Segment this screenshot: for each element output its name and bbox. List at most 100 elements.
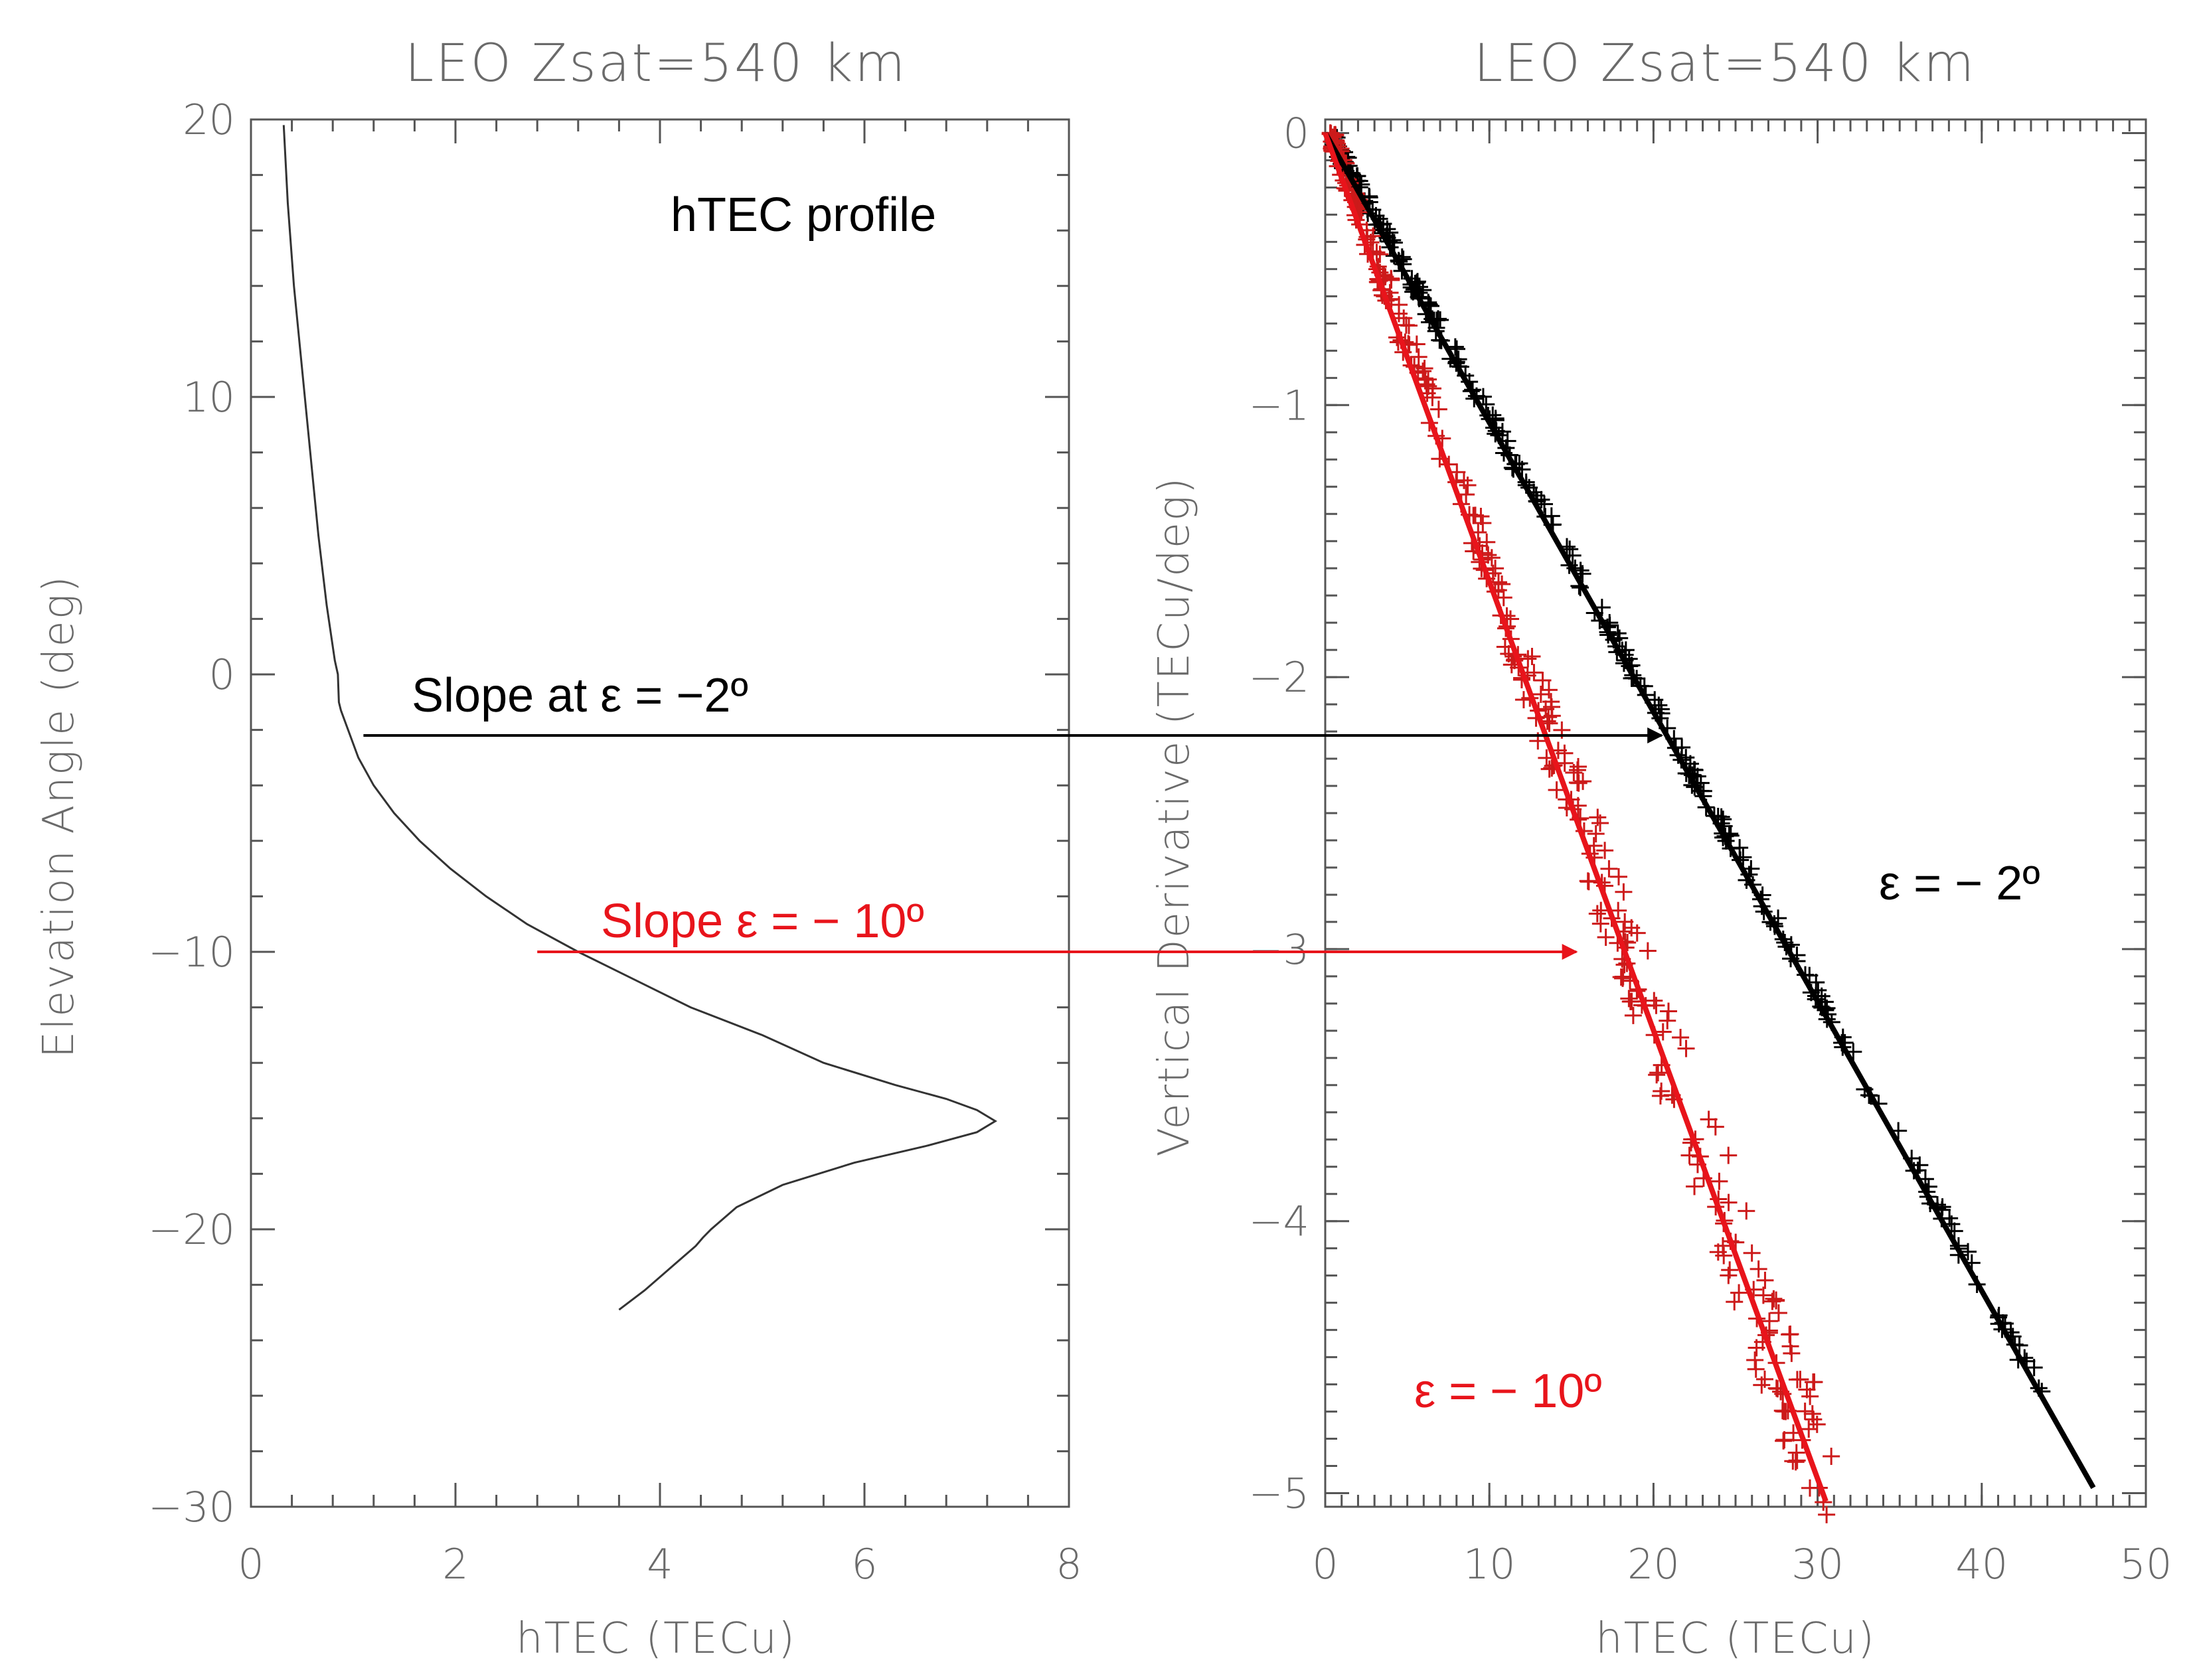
fit-line-minus10	[1323, 132, 1829, 1503]
left-panel-elevation-vs-htec: LEO Zsat=540 km 0 2 4 6 8 20 10 0 −10 −20 −30 hTE…	[35, 34, 1082, 1663]
scatter-point-minus10	[1597, 928, 1615, 946]
x-tick-label: 10	[1463, 1540, 1516, 1588]
scatter-point-minus10	[1686, 1178, 1704, 1195]
scatter-point-minus10	[1720, 1193, 1738, 1211]
scatter-point-minus10	[1455, 471, 1473, 489]
scatter-point-minus10	[1600, 860, 1618, 878]
scatter-point-minus10	[1700, 1110, 1718, 1128]
x-tick-label: 20	[1627, 1540, 1680, 1588]
scatter-point-minus10	[1424, 380, 1442, 398]
scatter-point-minus2	[1431, 311, 1449, 329]
scatter-point-minus10	[1767, 1291, 1785, 1309]
right-y-axis-label: Vertical Derivative (TECu/deg)	[1150, 477, 1199, 1157]
scatter-point-minus10	[1726, 1293, 1744, 1311]
scatter-point-minus10	[1645, 992, 1663, 1010]
scatter-point-minus2	[1542, 507, 1560, 525]
y-tick-label: −4	[1249, 1197, 1309, 1246]
epsilon-minus2-label: ε = − 2º	[1879, 857, 2040, 910]
scatter-point-minus10	[1749, 1260, 1767, 1278]
scatter-point-minus10	[1775, 1403, 1793, 1420]
scatter-point-minus10	[1680, 1146, 1698, 1164]
scatter-point-minus10	[1800, 1420, 1818, 1438]
scatter-point-minus10	[1587, 825, 1605, 843]
scatter-point-minus10	[1620, 990, 1638, 1008]
scatter-point-minus10	[1614, 968, 1632, 986]
scatter-point-minus10	[1624, 1006, 1642, 1024]
right-panel-title: LEO Zsat=540 km	[1474, 34, 1977, 94]
scatter-point-minus10	[1648, 1066, 1666, 1084]
left-x-tick-labels: 0 2 4 6 8	[238, 1540, 1082, 1588]
scatter-point-minus10	[1542, 693, 1560, 711]
y-tick-label: 10	[183, 373, 235, 421]
left-plot-frame	[250, 118, 1070, 1508]
scatter-point-minus10	[1754, 1286, 1772, 1304]
scatter-point-minus10	[1672, 1028, 1690, 1046]
scatter-point-minus10	[1525, 664, 1543, 682]
scatter-point-minus10	[1755, 1370, 1773, 1388]
scatter-point-minus10	[1659, 1012, 1676, 1030]
scatter-point-minus10	[1730, 1284, 1748, 1302]
right-tick-marks	[1324, 119, 2147, 1507]
x-tick-label: 4	[647, 1540, 673, 1588]
scatter-point-minus10	[1747, 1360, 1765, 1378]
scatter-point-minus10	[1478, 533, 1496, 551]
scatter-point-minus10	[1765, 1290, 1783, 1308]
epsilon-minus10-label: ε = − 10º	[1414, 1365, 1602, 1418]
right-plot-frame	[1324, 118, 2147, 1508]
scatter-point-minus10	[1738, 1202, 1755, 1220]
scatter-point-minus10	[1556, 754, 1574, 772]
scatter-point-minus10	[1570, 757, 1587, 775]
right-x-tick-labels: 0 10 20 30 40 50	[1312, 1540, 2172, 1588]
y-tick-label: 20	[183, 96, 235, 144]
scatter-point-minus10	[1803, 1405, 1821, 1422]
right-x-axis-label: hTEC (TECu)	[1595, 1614, 1876, 1663]
x-tick-label: 0	[238, 1540, 264, 1588]
y-tick-label: −30	[148, 1483, 235, 1531]
scatter-point-minus10	[1710, 1172, 1728, 1190]
scatter-point-minus10	[1781, 1326, 1799, 1343]
scatter-point-minus10	[1801, 1387, 1819, 1405]
scatter-point-minus10	[1408, 335, 1425, 353]
scatter-point-minus10	[1720, 1146, 1738, 1164]
scatter-point-minus10	[1532, 685, 1550, 703]
scatter-point-minus10	[1579, 872, 1597, 890]
left-tick-marks	[250, 118, 1070, 1508]
scatter-point-minus10	[1414, 362, 1432, 380]
scatter-point-minus10	[1548, 781, 1566, 799]
y-tick-label: 0	[1283, 109, 1309, 157]
scatter-point-minus10	[1798, 1381, 1816, 1399]
scatter-point-minus10	[1623, 992, 1641, 1010]
scatter-point-minus10	[1823, 1448, 1840, 1466]
scatter-point-minus10	[1706, 1118, 1724, 1136]
scatter-point-minus10	[1410, 348, 1427, 366]
right-panel-derivative-vs-htec: LEO Zsat=540 km 0 10 20 30 40 50 0−1−2−3−4−5 …	[1150, 34, 2172, 1663]
scatter-point-minus10	[1568, 774, 1586, 792]
scatter-point-minus10	[1474, 514, 1492, 532]
left-y-axis-label: Elevation Angle (deg)	[35, 575, 84, 1058]
scatter-point-minus10	[1457, 486, 1475, 504]
left-y-tick-labels: 20 10 0 −10 −20 −30	[148, 96, 235, 1531]
scatter-point-minus10	[1653, 1082, 1670, 1100]
scatter-point-minus10	[1769, 1304, 1787, 1322]
y-tick-label: −10	[148, 928, 235, 976]
scatter-point-minus10	[1616, 913, 1634, 931]
scatter-point-minus10	[1756, 1271, 1774, 1289]
scatter-point-minus10	[1596, 842, 1614, 860]
scatter-point-minus10	[1649, 1064, 1667, 1082]
scatter-point-minus2	[2025, 1359, 2043, 1377]
scatter-point-minus10	[1523, 647, 1541, 665]
scatter-point-minus10	[1660, 1002, 1677, 1020]
x-tick-label: 6	[851, 1540, 877, 1588]
scatter-point-minus10	[1540, 681, 1558, 699]
scatter-point-minus10	[1459, 476, 1477, 494]
scatter-point-minus10	[1796, 1403, 1814, 1420]
scatter-point-minus10	[1775, 1431, 1793, 1449]
scatter-point-minus10	[1639, 942, 1657, 960]
scatter-point-minus10	[1743, 1244, 1761, 1262]
slope-minus10-annotation: Slope ε = − 10º	[601, 895, 924, 948]
y-tick-label: −3	[1249, 925, 1309, 974]
scatter-point-minus10	[1589, 808, 1607, 826]
scatter-point-minus10	[1801, 1479, 1819, 1497]
scatter-point-minus10	[1397, 316, 1415, 334]
scatter-point-minus10	[1677, 1039, 1695, 1057]
